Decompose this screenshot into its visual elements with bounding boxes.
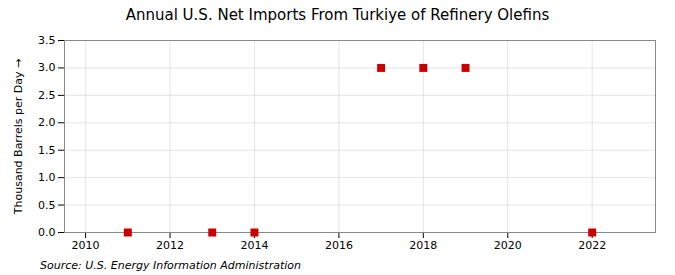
svg-text:2012: 2012 xyxy=(156,239,184,252)
svg-text:2022: 2022 xyxy=(578,239,606,252)
svg-text:0.0: 0.0 xyxy=(38,226,56,239)
svg-text:2016: 2016 xyxy=(325,239,353,252)
svg-text:2010: 2010 xyxy=(72,239,100,252)
svg-text:2020: 2020 xyxy=(494,239,522,252)
svg-text:2018: 2018 xyxy=(409,239,437,252)
html-text:Annual U.S. Net Imports From T: Annual U.S. Net Imports From Turkiye of … xyxy=(125,6,550,24)
svg-text:3.5: 3.5 xyxy=(38,34,56,47)
svg-text:0.5: 0.5 xyxy=(38,199,56,212)
svg-text:2.0: 2.0 xyxy=(38,116,56,129)
svg-text:1.5: 1.5 xyxy=(38,144,56,157)
svg-text:3.0: 3.0 xyxy=(38,61,56,74)
svg-text:2.5: 2.5 xyxy=(38,89,56,102)
svg-text:2014: 2014 xyxy=(240,239,268,252)
svg-text:1.0: 1.0 xyxy=(38,171,56,184)
html-text:Source: U.S. Energy Informatio: Source: U.S. Energy Information Administ… xyxy=(40,259,301,272)
svg-text:Thousand Barrels per Day →: Thousand Barrels per Day → xyxy=(12,59,25,215)
